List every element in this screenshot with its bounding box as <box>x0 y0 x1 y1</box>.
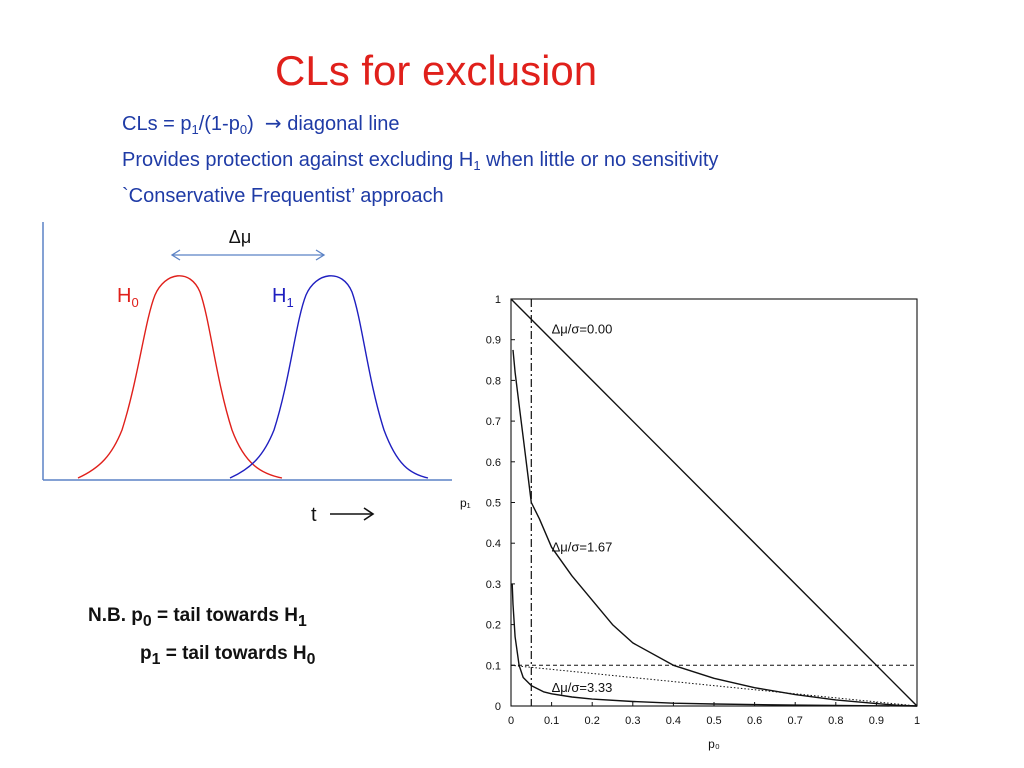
note-block: N.B. p0 = tail towards H1 p1 = tail towa… <box>88 600 315 676</box>
series-line-1 <box>512 349 918 707</box>
y-tick-label-3: 0.3 <box>486 579 501 591</box>
y-tick-label-6: 0.6 <box>486 457 501 469</box>
bullet-approach: `Conservative Frequentist’ approach <box>122 185 444 207</box>
x-tick-label-1: 0.1 <box>544 715 559 727</box>
x-tick-label-2: 0.2 <box>585 715 600 727</box>
bullet-cls-definition: CLs = p1/(1-p0) → diagonal line <box>122 111 400 137</box>
series-line-0 <box>510 298 918 707</box>
x-tick-label-3: 0.3 <box>625 715 640 727</box>
y-tick-label-9: 0.9 <box>486 335 501 347</box>
x-tick-label-7: 0.7 <box>788 715 803 727</box>
y-tick-label-2: 0.2 <box>486 620 501 632</box>
h0-label: H0 <box>117 285 139 310</box>
chart-ylabel: p₁ <box>460 496 471 510</box>
right-arrow-icon: → <box>264 111 282 135</box>
chart-xlabel: p₀ <box>708 737 720 751</box>
delta-mu-label: Δμ <box>229 227 251 247</box>
h1-curve <box>229 275 429 479</box>
series-annotation-0: Δμ/σ=0.00 <box>552 322 613 337</box>
h1-label: H1 <box>272 285 294 310</box>
y-tick-label-8: 0.8 <box>486 375 501 387</box>
y-tick-label-0: 0 <box>495 701 501 713</box>
h0-curve <box>77 275 283 479</box>
x-tick-label-4: 0.4 <box>666 715 681 727</box>
chart-frame <box>510 298 918 707</box>
x-tick-label-9: 0.9 <box>869 715 884 727</box>
x-tick-label-6: 0.6 <box>747 715 762 727</box>
y-tick-label-5: 0.5 <box>486 498 501 510</box>
delta-arrow <box>170 249 326 261</box>
y-tick-label-7: 0.7 <box>486 416 501 428</box>
x-tick-label-0: 0 <box>508 715 514 727</box>
x-tick-label-8: 0.8 <box>828 715 843 727</box>
note-line-p1: p1 = tail towards H0 <box>140 642 316 668</box>
y-tick-label-10: 1 <box>495 294 501 306</box>
bullet-list: CLs = p1/(1-p0) → diagonal line Provides… <box>122 108 718 211</box>
bullet-protection: Provides protection against excluding H1… <box>122 149 719 173</box>
x-tick-label-10: 1 <box>914 715 920 727</box>
y-tick-label-4: 0.4 <box>486 538 501 550</box>
note-line-p0: N.B. p0 = tail towards H1 <box>88 605 307 630</box>
t-axis-label: t <box>311 504 317 526</box>
series-annotation-2: Δμ/σ=3.33 <box>552 680 613 695</box>
y-tick-label-1: 0.1 <box>486 660 501 672</box>
series-line-3 <box>510 664 918 707</box>
series-annotation-1: Δμ/σ=1.67 <box>552 539 613 554</box>
series-line-2 <box>511 583 918 707</box>
slide-title: CLs for exclusion <box>275 47 598 94</box>
t-arrow <box>330 507 375 521</box>
x-tick-label-5: 0.5 <box>706 715 721 727</box>
